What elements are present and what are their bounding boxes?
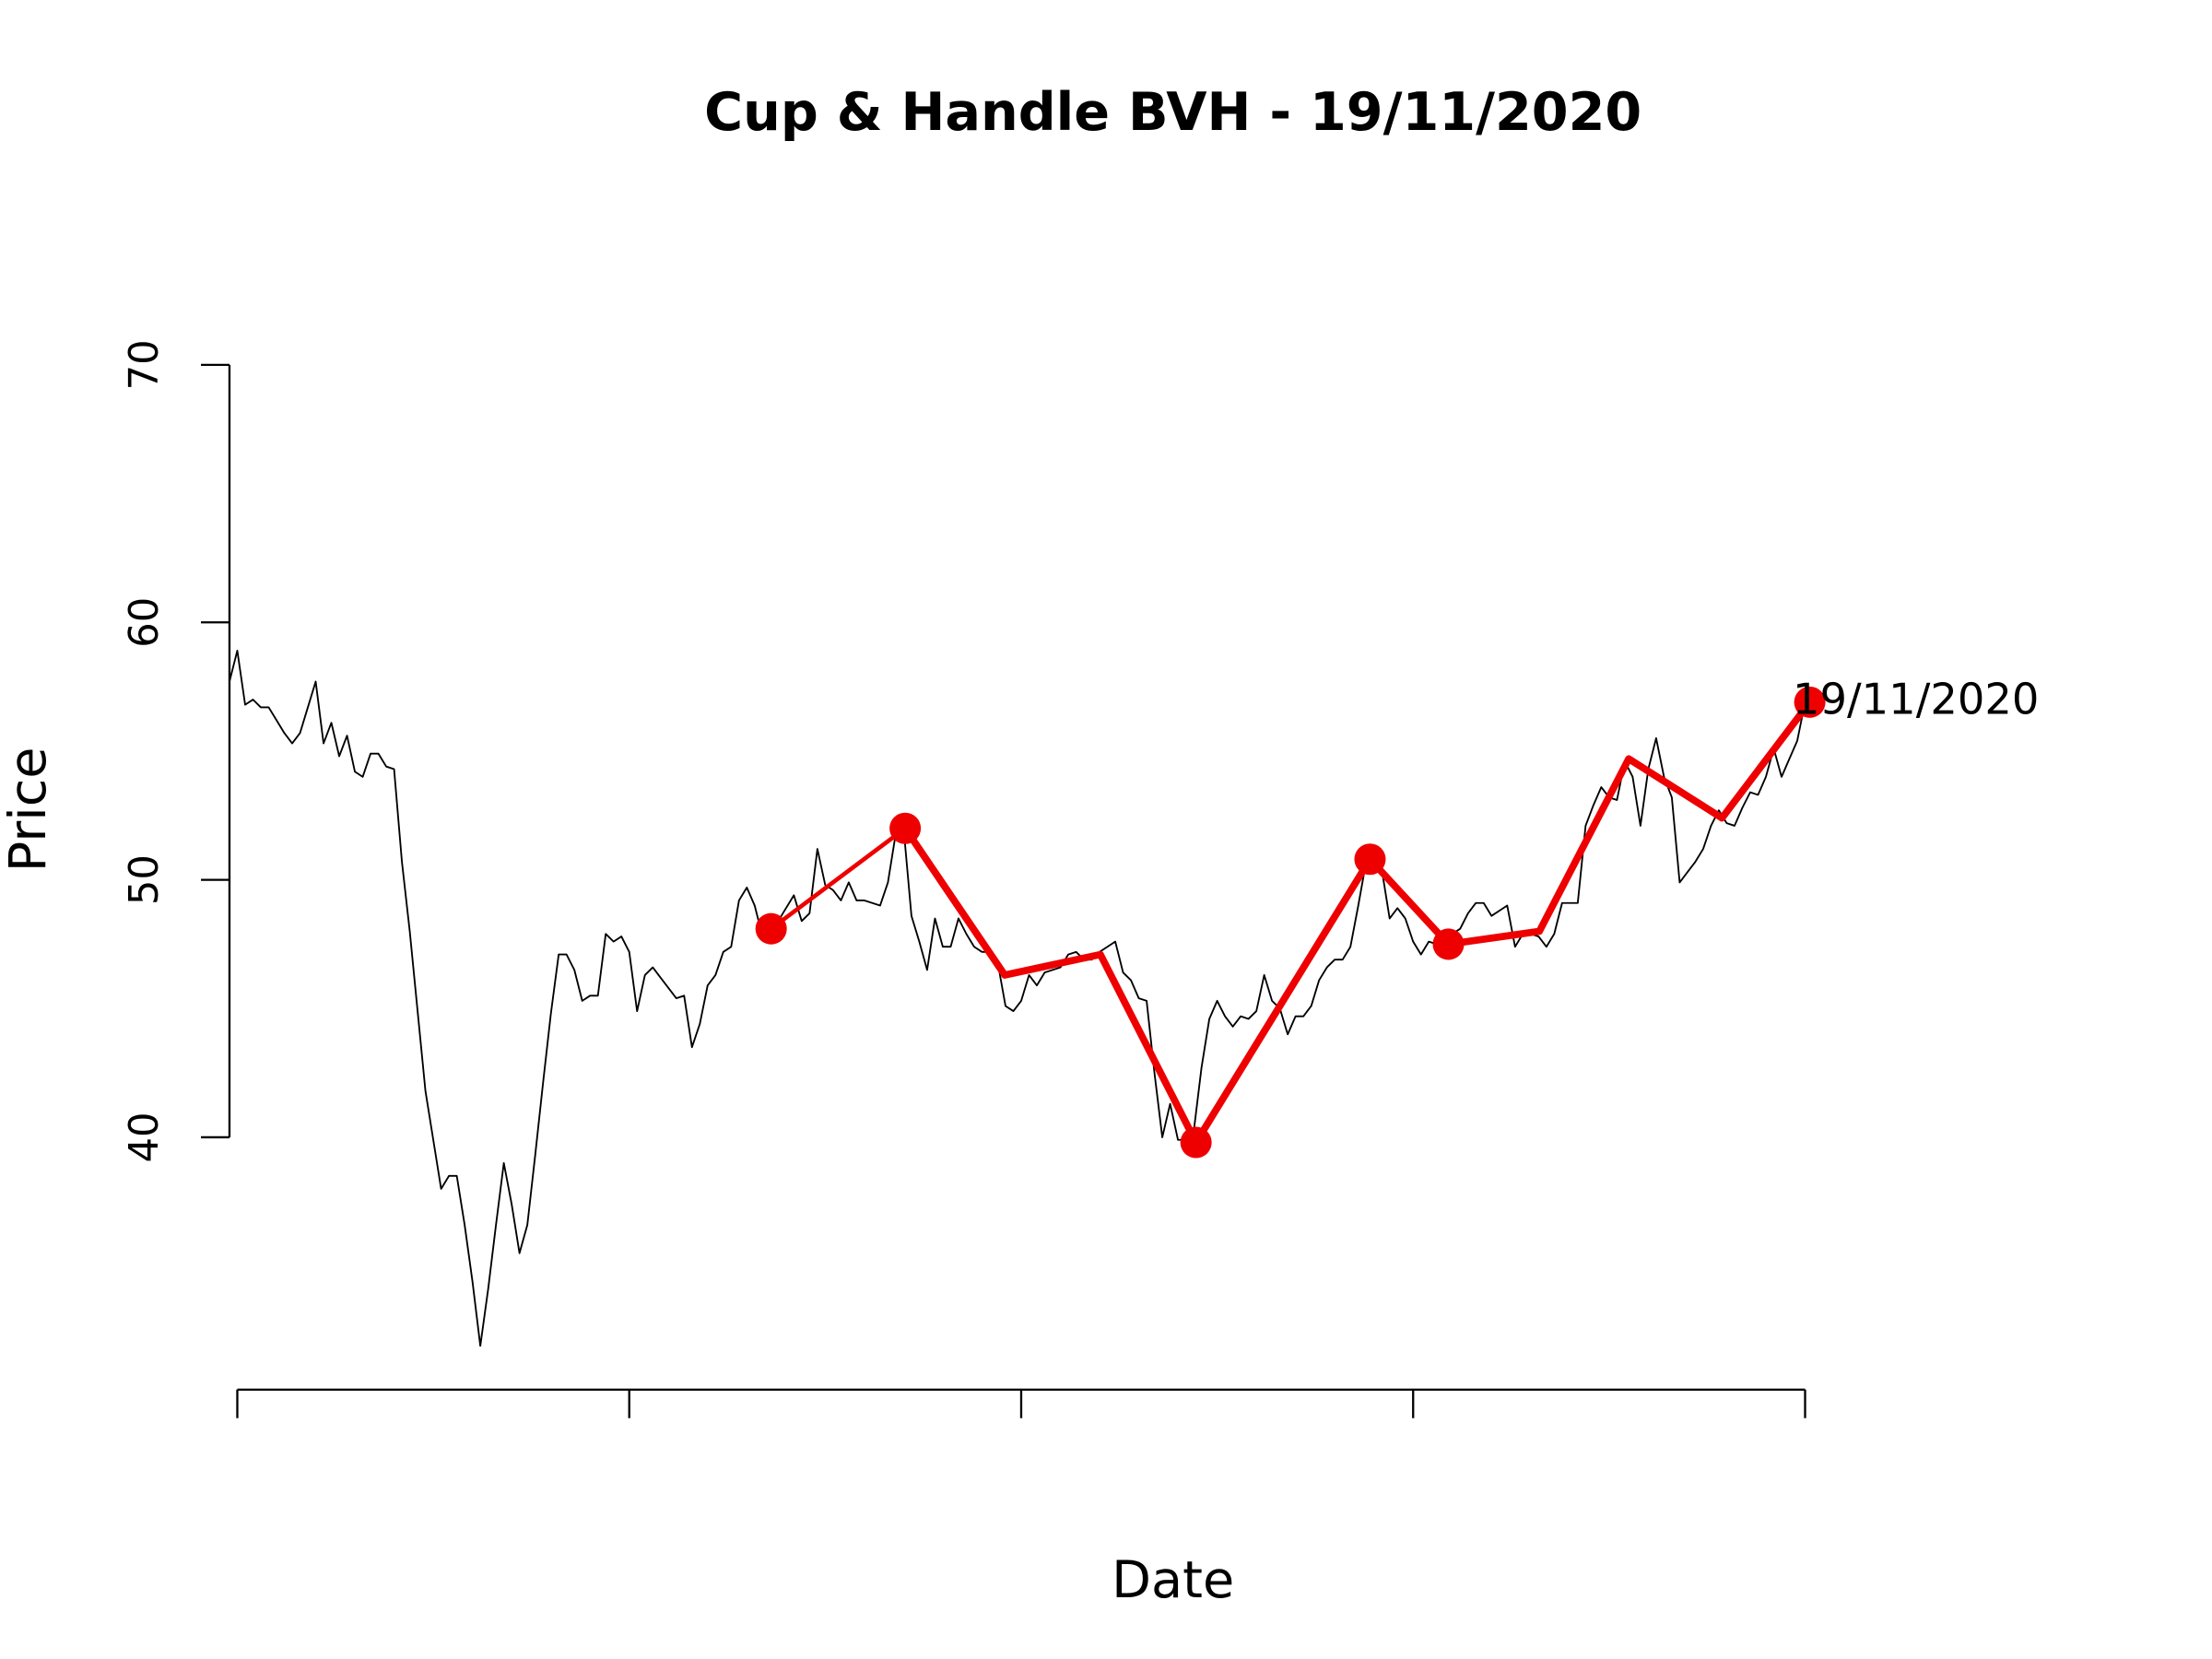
- pattern-point: [1794, 686, 1826, 718]
- y-tick-label: 40: [122, 1112, 168, 1162]
- pattern-line: [769, 826, 908, 931]
- pattern-line: [901, 698, 1814, 1147]
- chart-title: Cup & Handle BVH - 19/11/2020: [704, 82, 1641, 143]
- y-tick-label: 50: [122, 854, 168, 905]
- annotation: 19/11/2020: [1793, 674, 2039, 724]
- y-tick-label: 60: [122, 597, 168, 648]
- y-axis-label: Price: [0, 747, 58, 872]
- pattern-point: [1354, 843, 1386, 876]
- pattern-point: [1180, 1126, 1212, 1159]
- price-line: [229, 650, 1806, 1347]
- pattern-point: [755, 912, 787, 945]
- pattern-point: [1432, 928, 1465, 960]
- y-tick-label: 70: [122, 339, 168, 390]
- x-axis-label: Date: [1112, 1550, 1234, 1610]
- pattern-point: [889, 812, 922, 844]
